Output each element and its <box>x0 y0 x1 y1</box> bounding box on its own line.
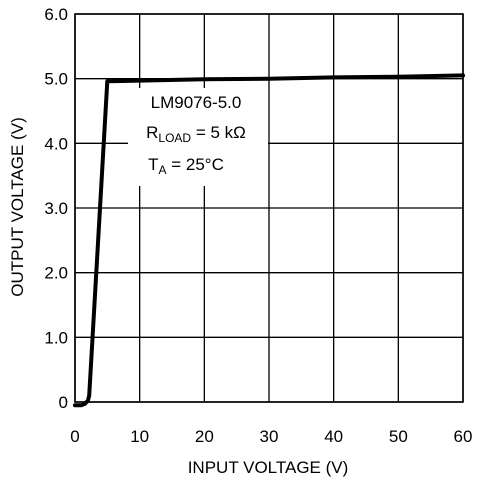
x-tick-label: 0 <box>70 427 79 446</box>
plot-border <box>74 13 464 403</box>
annotation-part: LM9076-5.0 <box>151 93 242 112</box>
x-tick-labels: 0 10 20 30 40 50 60 <box>70 427 472 446</box>
x-tick-label: 40 <box>324 427 343 446</box>
y-tick-label: 5.0 <box>44 70 68 89</box>
y-tick-label: 1.0 <box>44 328 68 347</box>
x-axis-title: INPUT VOLTAGE (V) <box>188 458 349 477</box>
x-tick-label: 20 <box>195 427 214 446</box>
x-tick-label: 10 <box>130 427 149 446</box>
x-tick-label: 30 <box>260 427 279 446</box>
output-voltage-line <box>73 73 465 408</box>
annotation-box: LM9076-5.0 RLOAD = 5 kΩ TA = 25°C <box>128 88 268 186</box>
annotation-temp: TA = 25°C <box>148 155 224 177</box>
y-tick-labels: 0 1.0 2.0 3.0 4.0 5.0 6.0 <box>44 5 68 412</box>
x-tick-label: 50 <box>389 427 408 446</box>
y-tick-label: 0 <box>59 393 68 412</box>
y-tick-label: 2.0 <box>44 264 68 283</box>
grid-lines <box>74 13 464 403</box>
y-axis-title: OUTPUT VOLTAGE (V) <box>8 117 27 296</box>
series-group <box>73 73 465 408</box>
y-tick-label: 4.0 <box>44 134 68 153</box>
x-tick-label: 60 <box>454 427 473 446</box>
annotation-load: RLOAD = 5 kΩ <box>146 123 246 145</box>
plot-frame <box>74 13 464 403</box>
y-tick-label: 6.0 <box>44 5 68 24</box>
y-tick-label: 3.0 <box>44 199 68 218</box>
